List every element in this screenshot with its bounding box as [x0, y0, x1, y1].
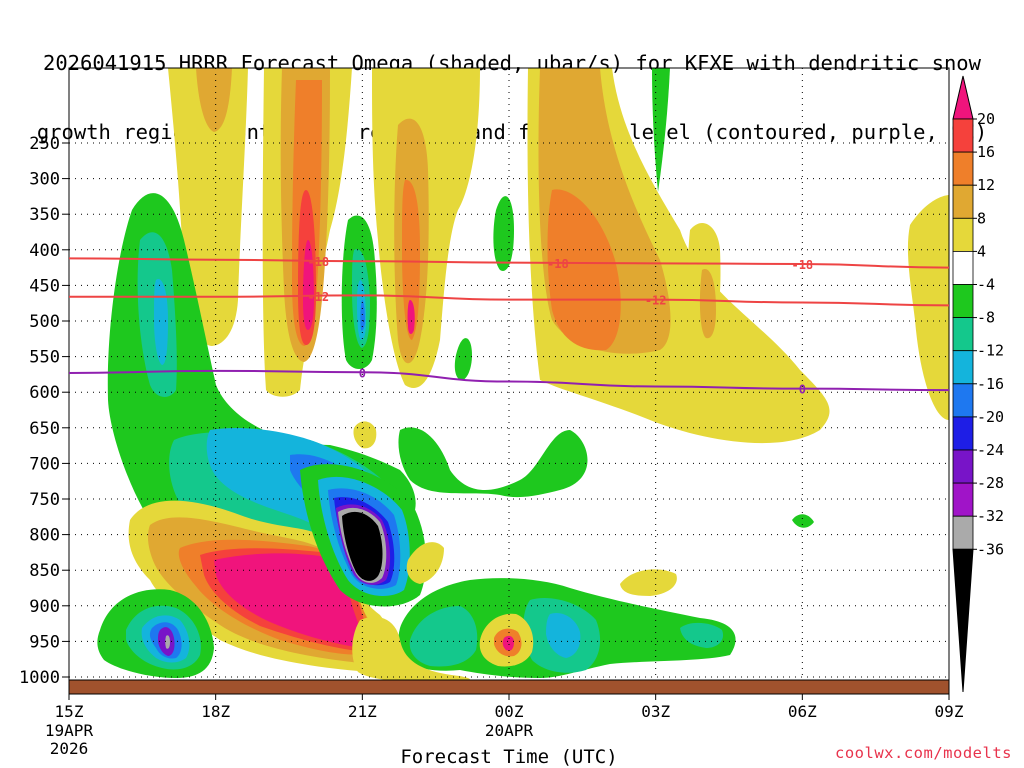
colorbar-legend: 20 16 12 8 4 -4 -8 -12 -16 -20 -24 -28 -32 -36: [952, 75, 1004, 693]
omega-area-positive: [353, 421, 377, 449]
colorbar-swatch: [952, 350, 974, 385]
omega-area-positive-extreme: [303, 240, 314, 330]
y-axis: 250 300 350 400 450 500 550 600 650 700 750 800 850 9…: [19, 134, 69, 688]
contour-label: -12: [645, 294, 667, 308]
contour-lines: -18 -18 -18 -12 -12 0 0: [69, 255, 949, 397]
colorbar-label: -24: [977, 441, 1004, 459]
y-tick-label: 250: [29, 134, 60, 154]
colorbar-label: -28: [977, 474, 1004, 492]
colorbar-label: 20: [977, 110, 995, 128]
omega-area-negative: [792, 514, 814, 528]
plot-grid: [69, 68, 949, 681]
contour-label: -18: [547, 257, 569, 271]
x-tick-label: 15Z: [55, 702, 84, 721]
omega-area-negative-mod: [546, 612, 581, 658]
colorbar-label: 16: [977, 143, 995, 161]
omega-area-negative-mod: [409, 606, 478, 667]
colorbar-swatch: [952, 250, 974, 285]
omega-core-gray: [165, 635, 170, 649]
omega-area-negative: [652, 68, 670, 192]
colorbar-label: -36: [977, 540, 1004, 558]
omega-shaded-field: [97, 68, 949, 681]
colorbar-label: 4: [977, 242, 986, 260]
colorbar-label: -8: [977, 309, 995, 327]
x-tick-date-label: 20APR: [485, 721, 534, 740]
colorbar-swatch: [952, 383, 974, 418]
omega-area-positive: [406, 542, 444, 584]
omega-area-negative: [493, 196, 514, 271]
colorbar-swatch: [952, 416, 974, 451]
omega-area-positive-extreme: [502, 635, 514, 651]
y-tick-label: 700: [29, 454, 60, 474]
y-tick-label: 800: [29, 526, 60, 546]
omega-area-positive-strong: [196, 68, 232, 132]
contour-label: -18: [307, 255, 329, 269]
omega-area-negative-mod: [154, 279, 168, 365]
omega-area-positive: [620, 569, 677, 596]
y-tick-label: 350: [29, 205, 60, 225]
colorbar-label: -32: [977, 507, 1004, 525]
omega-area-negative-mod: [680, 622, 724, 648]
contour-label: -12: [307, 290, 329, 304]
y-tick-label: 950: [29, 632, 60, 652]
colorbar-swatch: [952, 217, 974, 252]
contour-label: 0: [799, 383, 806, 397]
omega-area-positive-strong: [547, 189, 621, 351]
omega-area-positive: [352, 616, 471, 681]
colorbar-label: -16: [977, 375, 1004, 393]
colorbar-swatch: [952, 284, 974, 318]
omega-area-positive-extreme: [407, 300, 415, 335]
colorbar-swatch: [952, 317, 974, 352]
colorbar-label: -4: [977, 276, 995, 294]
x-tick-label: 21Z: [348, 702, 377, 721]
colorbar-swatch: [952, 118, 974, 153]
y-tick-label: 450: [29, 276, 60, 296]
x-tick-label: 09Z: [935, 702, 964, 721]
y-tick-label: 750: [29, 490, 60, 510]
contour-line-0: [69, 369, 949, 392]
x-tick-label: 03Z: [641, 702, 670, 721]
y-tick-label: 550: [29, 348, 60, 368]
colorbar-label: -12: [977, 342, 1004, 360]
x-tick-date-label: 19APR: [45, 721, 94, 740]
y-tick-label: 1000: [19, 668, 60, 688]
colorbar-label: -20: [977, 408, 1004, 426]
contour-line--12: [69, 294, 949, 307]
colorbar-swatch: [952, 449, 974, 484]
omega-area-positive-extreme: [214, 553, 364, 648]
colorbar-label: 12: [977, 176, 995, 194]
omega-area-positive-strong: [402, 179, 420, 340]
colorbar-swatch: [952, 515, 974, 550]
colorbar-arrow-bottom: [952, 548, 974, 693]
contour-label: -18: [791, 258, 813, 272]
y-tick-label: 900: [29, 597, 60, 617]
colorbar-arrow-top: [952, 75, 974, 120]
y-tick-label: 650: [29, 419, 60, 439]
omega-area-positive: [907, 195, 949, 420]
y-tick-label: 300: [29, 170, 60, 190]
colorbar-swatch: [952, 151, 974, 186]
credit-text: coolwx.com/modelts: [835, 744, 1012, 762]
contour-label: 0: [359, 366, 366, 380]
colorbar-label: 8: [977, 209, 986, 227]
y-tick-label: 500: [29, 312, 60, 332]
x-tick-label: 18Z: [201, 702, 230, 721]
ground-surface-bar: [68, 679, 950, 695]
x-axis-title: Forecast Time (UTC): [400, 746, 617, 768]
y-tick-label: 400: [29, 241, 60, 261]
y-tick-label: 850: [29, 561, 60, 581]
omega-area-negative: [454, 338, 472, 381]
x-tick-label: 06Z: [788, 702, 817, 721]
omega-area-negative: [398, 427, 588, 498]
omega-core-black: [342, 511, 383, 581]
y-tick-label: 600: [29, 383, 60, 403]
colorbar-swatch: [952, 482, 974, 517]
colorbar-swatch: [952, 184, 974, 219]
x-tick-label: 00Z: [495, 702, 524, 721]
omega-area-negative-mod: [360, 300, 365, 331]
x-tick-year-label: 2026: [50, 739, 89, 758]
contour-line--18: [69, 257, 949, 269]
